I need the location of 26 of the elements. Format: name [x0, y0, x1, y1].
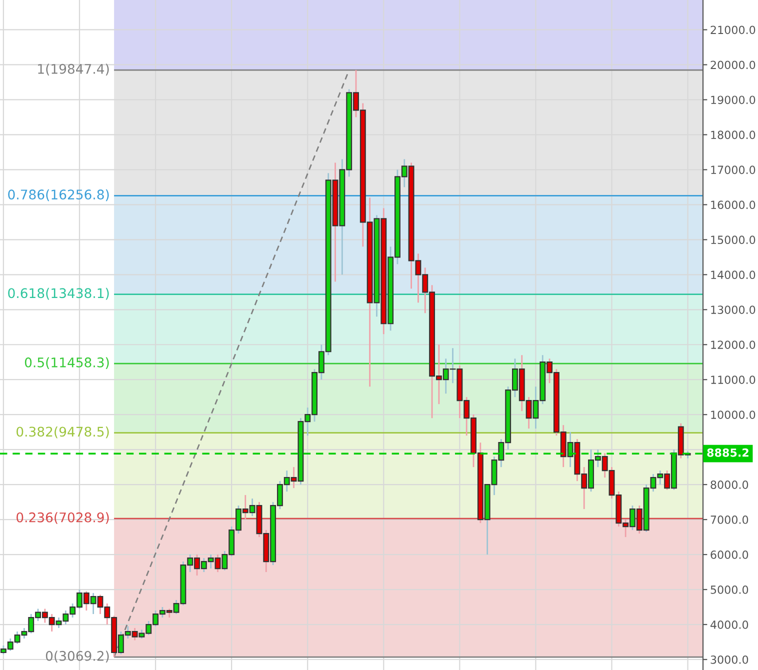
y-tick-label: 12000.0	[711, 340, 756, 349]
ref-line-label: 0(3069.2)	[46, 650, 109, 662]
y-tick-label: 17000.0	[711, 166, 756, 174]
y-tick-label: 18000.0	[711, 130, 756, 140]
y-tick-label: 20000.0	[710, 60, 756, 70]
ref-line-label: 0.618(13438.1)	[8, 288, 109, 300]
y-tick-label: 11000.0	[711, 376, 756, 384]
y-tick-label: 7000.0	[710, 516, 748, 524]
y-tick-label: 3000.0	[710, 655, 748, 664]
y-tick-label: 4000.0	[710, 620, 748, 629]
ref-line-label: 0.382(9478.5)	[16, 426, 109, 438]
ref-line-label: 0.236(7028.9)	[16, 512, 109, 524]
y-tick-label: 10000.0	[711, 410, 756, 419]
y-tick-label: 16000.0	[711, 200, 756, 210]
y-tick-label: 19000.0	[711, 96, 756, 104]
y-tick-label: 15000.0	[711, 236, 756, 244]
ref-line-label: 8885.2	[707, 448, 748, 457]
ref-line-label: 1(19847.4)	[38, 64, 109, 76]
y-tick-label: 13000.0	[711, 306, 756, 314]
y-tick-label: 6000.0	[710, 550, 748, 559]
ref-line-label: 0.5(11458.3)	[24, 357, 109, 369]
y-tick-label: 8000.0	[710, 480, 748, 489]
y-tick-label: 21000.0	[710, 26, 756, 34]
ref-line-label: 0.786(16256.8)	[8, 189, 109, 202]
y-tick-label: 5000.0	[710, 586, 748, 594]
y-tick-label: 14000.0	[711, 270, 756, 280]
